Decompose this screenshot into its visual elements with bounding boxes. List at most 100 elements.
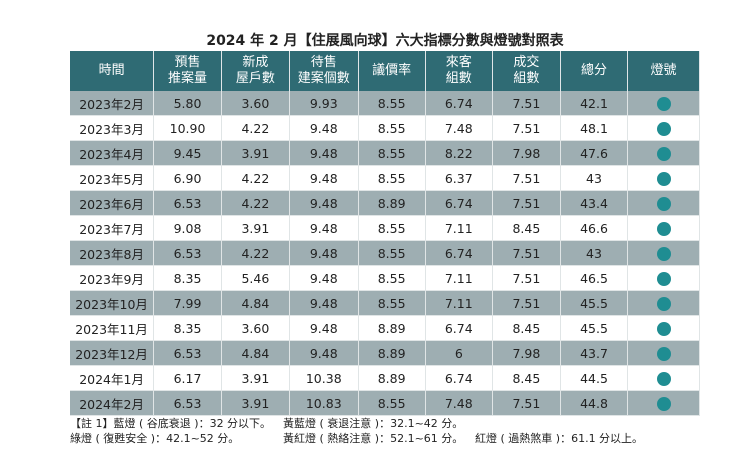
- table-cell: 6.74: [425, 315, 493, 341]
- table-cell: 5.80: [153, 91, 222, 116]
- table-cell: 2024年2月: [70, 390, 155, 416]
- table-cell: 6.90: [153, 165, 222, 191]
- table-cell: 10.38: [289, 365, 359, 391]
- table-cell: 2024年1月: [70, 365, 155, 391]
- table-cell: 9.48: [289, 340, 359, 366]
- table-cell: 2023年3月: [70, 115, 155, 141]
- table-cell: 3.60: [221, 315, 290, 341]
- table-cell: 6.53: [153, 240, 222, 266]
- header-row: 時間 預售 推案量 新成 屋戶數 待售 建案個數 議價率 來客 組數 成交 組數 總分 燈號: [70, 51, 700, 91]
- table-cell: 8.89: [358, 365, 426, 391]
- green-light-icon: [656, 346, 671, 361]
- table-cell: 43: [560, 165, 629, 191]
- table-cell: 9.45: [153, 140, 222, 166]
- table-cell: 9.48: [289, 115, 359, 141]
- column-header: 燈號: [627, 51, 700, 91]
- table-cell: 8.35: [153, 265, 222, 291]
- table-row: 2023年11月 8.35 3.60 9.48 8.89 6.74 8.45 45.5: [70, 315, 700, 341]
- table-cell: 9.48: [289, 140, 359, 166]
- table-cell: 9.08: [153, 215, 222, 241]
- table-cell: 7.51: [492, 290, 561, 316]
- green-light-icon: [656, 396, 671, 411]
- table-cell: 3.91: [221, 365, 290, 391]
- table-cell: 2023年11月: [70, 315, 155, 341]
- table-cell: 45.5: [560, 290, 629, 316]
- table-cell: 8.89: [358, 340, 426, 366]
- green-light-icon: [656, 196, 671, 211]
- table-cell: 6: [425, 340, 493, 366]
- table-cell: 10.90: [153, 115, 222, 141]
- table-cell: 43.4: [560, 190, 629, 216]
- note-yellow-red: 黃紅燈 ( 熱絡注意 )：52.1~61 分。: [283, 432, 464, 445]
- light-cell: [627, 290, 700, 316]
- table-row: 2023年12月 6.53 4.84 9.48 8.89 6 7.98 43.7: [70, 340, 700, 366]
- table-cell: 2023年7月: [70, 215, 155, 241]
- table-cell: 8.55: [358, 390, 426, 416]
- note-yellow-blue: 黃藍燈 ( 衰退注意 )：32.1~42 分。: [283, 417, 464, 430]
- table-row: 2023年5月 6.90 4.22 9.48 8.55 6.37 7.51 43: [70, 165, 700, 191]
- table-cell: 5.46: [221, 265, 290, 291]
- table-cell: 2023年10月: [70, 290, 155, 316]
- table-cell: 8.35: [153, 315, 222, 341]
- table-cell: 7.99: [153, 290, 222, 316]
- green-light-icon: [656, 121, 671, 136]
- table-cell: 3.60: [221, 91, 290, 116]
- table-row: 2024年2月 6.53 3.91 10.83 8.55 7.48 7.51 44.8: [70, 390, 700, 416]
- light-cell: [627, 115, 700, 141]
- table-cell: 46.6: [560, 215, 629, 241]
- table-cell: 6.53: [153, 390, 222, 416]
- green-light-icon: [656, 371, 671, 386]
- table-cell: 7.11: [425, 215, 493, 241]
- table-cell: 7.51: [492, 91, 561, 116]
- table-cell: 7.51: [492, 115, 561, 141]
- table-cell: 6.53: [153, 340, 222, 366]
- table-cell: 44.8: [560, 390, 629, 416]
- table-cell: 8.55: [358, 240, 426, 266]
- green-light-icon: [656, 296, 671, 311]
- note-green: 綠燈 ( 復甦安全 )：42.1~52 分。: [70, 432, 240, 445]
- table-cell: 2023年4月: [70, 140, 155, 166]
- table-cell: 6.74: [425, 365, 493, 391]
- column-header: 新成 屋戶數: [221, 51, 290, 91]
- green-light-icon: [656, 246, 671, 261]
- table-cell: 48.1: [560, 115, 629, 141]
- table-cell: 9.93: [289, 91, 359, 116]
- table-cell: 3.91: [221, 215, 290, 241]
- column-header: 待售 建案個數: [289, 51, 359, 91]
- table-row: 2023年9月 8.35 5.46 9.48 8.55 7.11 7.51 46.5: [70, 265, 700, 291]
- light-cell: [627, 190, 700, 216]
- table-cell: 7.98: [492, 140, 561, 166]
- table-cell: 4.84: [221, 290, 290, 316]
- table-cell: 6.17: [153, 365, 222, 391]
- table-cell: 7.51: [492, 165, 561, 191]
- table-cell: 7.51: [492, 390, 561, 416]
- table-cell: 43.7: [560, 340, 629, 366]
- table-cell: 8.55: [358, 290, 426, 316]
- page-title: 2024 年 2 月【住展風向球】六大指標分數與燈號對照表: [206, 33, 564, 49]
- table-cell: 8.55: [358, 115, 426, 141]
- table-cell: 9.48: [289, 215, 359, 241]
- light-cell: [627, 215, 700, 241]
- table-cell: 6.53: [153, 190, 222, 216]
- table-row: 2023年2月 5.80 3.60 9.93 8.55 6.74 7.51 42.1: [70, 91, 700, 116]
- table-cell: 2023年12月: [70, 340, 155, 366]
- table-row: 2024年1月 6.17 3.91 10.38 8.89 6.74 8.45 44.5: [70, 365, 700, 391]
- table-cell: 8.45: [492, 215, 561, 241]
- note-blue: 【註 1】藍燈 ( 谷底衰退 )：32 分以下。: [70, 417, 272, 430]
- green-light-icon: [656, 321, 671, 336]
- light-cell: [627, 365, 700, 391]
- table-cell: 9.48: [289, 240, 359, 266]
- column-header: 來客 組數: [425, 51, 493, 91]
- column-header: 議價率: [358, 51, 426, 91]
- table-cell: 8.55: [358, 165, 426, 191]
- table-cell: 4.22: [221, 165, 290, 191]
- table-cell: 8.45: [492, 365, 561, 391]
- table-cell: 9.48: [289, 315, 359, 341]
- table-cell: 7.51: [492, 240, 561, 266]
- light-cell: [627, 165, 700, 191]
- green-light-icon: [656, 171, 671, 186]
- table-cell: 6.74: [425, 240, 493, 266]
- table-cell: 2023年5月: [70, 165, 155, 191]
- table-cell: 8.89: [358, 315, 426, 341]
- table-cell: 4.22: [221, 240, 290, 266]
